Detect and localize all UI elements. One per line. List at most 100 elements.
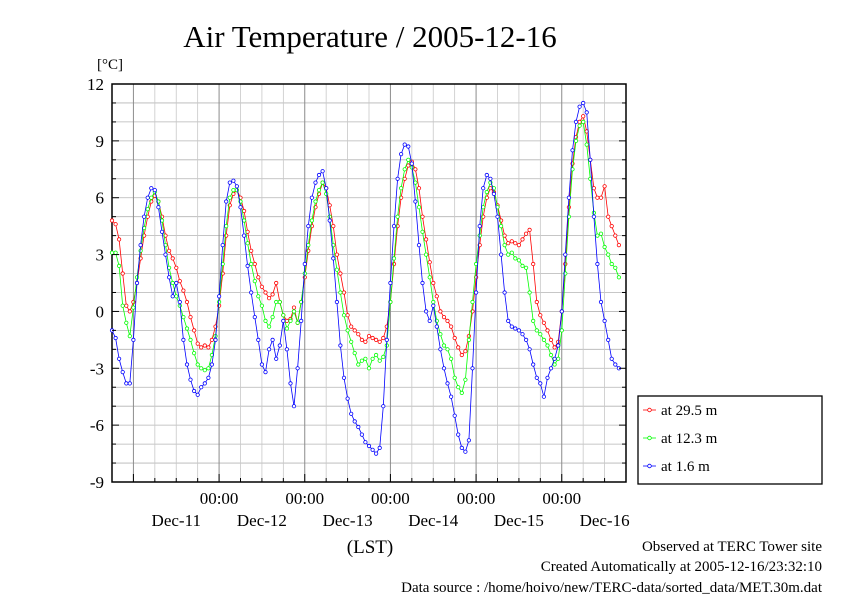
data-point (370, 356, 375, 361)
data-point (420, 229, 425, 234)
data-point (431, 303, 436, 308)
data-point (513, 326, 518, 331)
data-point (381, 404, 386, 409)
data-point (459, 445, 464, 450)
data-point (245, 263, 250, 268)
data-point (566, 195, 572, 200)
data-point (252, 278, 257, 284)
data-point (341, 313, 347, 318)
data-point (138, 243, 143, 248)
data-point (338, 290, 343, 295)
data-point (445, 318, 450, 323)
data-point (609, 261, 614, 267)
data-point (252, 261, 257, 267)
data-point (306, 243, 311, 248)
data-point (606, 252, 611, 257)
data-point (124, 320, 129, 325)
data-point (209, 362, 214, 367)
x-axis-label: (LST) (347, 537, 393, 558)
data-point (345, 313, 350, 318)
data-point (366, 443, 372, 449)
data-point (127, 333, 132, 339)
data-point (548, 366, 554, 371)
data-point (277, 299, 282, 305)
y-tick-label: 12 (87, 75, 104, 94)
data-point (398, 186, 404, 191)
data-point (459, 352, 464, 358)
data-point (448, 324, 454, 329)
data-point (363, 356, 368, 361)
data-point (413, 167, 418, 172)
data-point (373, 451, 379, 456)
data-point (199, 385, 204, 390)
data-point (134, 280, 140, 286)
footer-source: Data source : /home/hoivo/new/TERC-data/… (401, 580, 823, 595)
data-point (377, 358, 382, 363)
data-point (188, 314, 193, 320)
data-point (334, 252, 339, 257)
data-point (213, 337, 218, 342)
data-point (127, 381, 132, 386)
data-point (513, 256, 518, 261)
data-point (124, 381, 129, 386)
data-point (192, 328, 197, 333)
y-tick-label: -6 (90, 416, 104, 435)
data-point (420, 214, 425, 219)
data-point (463, 377, 468, 382)
data-point (359, 432, 364, 437)
data-point (488, 176, 493, 181)
data-point (320, 169, 325, 174)
data-point (598, 299, 604, 305)
data-point (548, 352, 554, 358)
data-point (349, 411, 354, 416)
data-point (609, 224, 614, 229)
data-point (391, 256, 397, 261)
data-point (459, 390, 464, 395)
data-point (138, 248, 143, 253)
data-point (523, 231, 529, 236)
data-point (199, 345, 204, 350)
data-point (531, 261, 536, 267)
data-point (120, 369, 125, 375)
data-point (284, 347, 289, 352)
data-point (556, 343, 561, 348)
x-tick-date-label: Dec-11 (152, 511, 201, 530)
data-point (131, 305, 136, 310)
data-point (181, 314, 186, 320)
data-point (156, 205, 161, 210)
legend-marker (647, 463, 652, 469)
data-point (113, 222, 118, 227)
data-point (341, 375, 347, 380)
data-point (320, 180, 325, 185)
data-point (363, 440, 368, 445)
series-1 (109, 119, 622, 395)
data-point (595, 261, 600, 267)
data-point (527, 290, 532, 295)
data-point (113, 250, 118, 255)
data-point (249, 261, 254, 267)
data-point (202, 343, 207, 348)
data-point (613, 362, 618, 367)
footer-site: Observed at TERC Tower site (642, 539, 822, 555)
data-point (334, 299, 339, 305)
data-point (502, 290, 507, 295)
data-point (291, 309, 297, 314)
data-point (595, 195, 600, 200)
data-point (431, 299, 436, 305)
data-point (581, 119, 586, 125)
data-point (263, 318, 268, 323)
data-point (452, 375, 457, 380)
data-point (331, 224, 336, 229)
data-point (598, 231, 604, 236)
data-point (384, 337, 389, 342)
data-point (498, 252, 504, 257)
data-point (338, 271, 343, 276)
data-point (470, 299, 475, 305)
data-point (274, 280, 279, 286)
data-point (431, 280, 436, 286)
data-point (145, 207, 150, 212)
data-point (352, 328, 357, 333)
data-point (188, 337, 193, 342)
data-point (302, 271, 307, 276)
data-point (377, 339, 382, 344)
